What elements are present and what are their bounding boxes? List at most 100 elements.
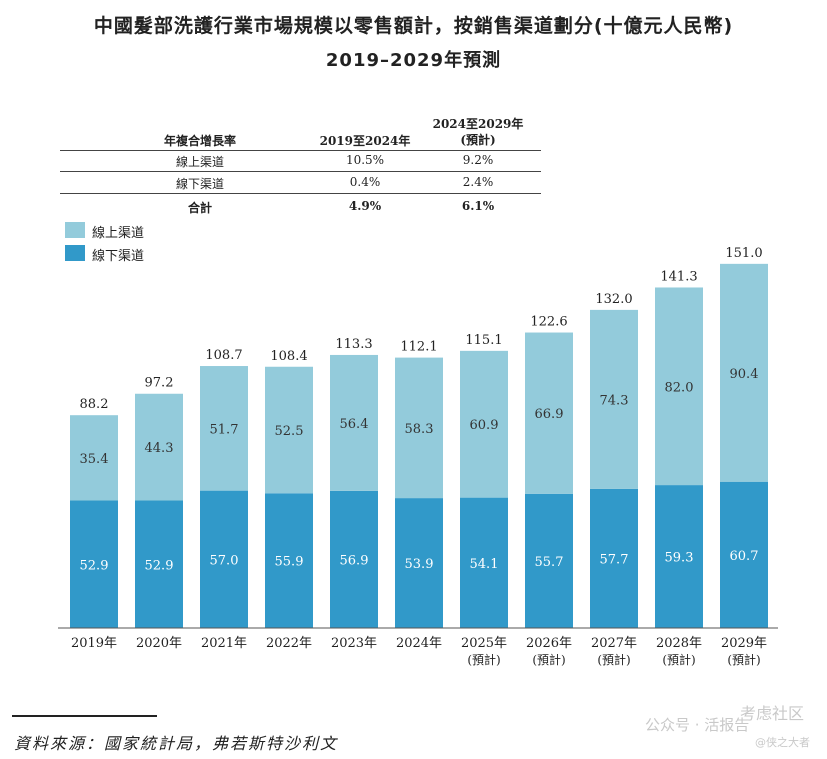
data-label-online: 90.4	[730, 367, 759, 382]
data-label-offline: 57.0	[210, 553, 239, 568]
x-tick-note: (預計)	[597, 652, 630, 667]
bar-offline	[70, 500, 118, 628]
bar-online	[135, 393, 183, 501]
watermark-site: 考虑社区	[740, 704, 805, 723]
x-tick-label: 2022年	[266, 636, 312, 651]
data-label-offline: 55.9	[275, 555, 304, 570]
data-label-total: 115.1	[465, 333, 502, 348]
x-tick-label: 2019年	[71, 636, 117, 651]
bar-online	[70, 415, 118, 501]
data-label-online: 74.3	[600, 393, 629, 408]
bar-online	[590, 309, 638, 489]
legend-label-offline: 線下渠道	[92, 249, 145, 264]
cagr-row-label: 線上渠道	[175, 155, 224, 169]
cagr-row-value: 2.4%	[462, 175, 494, 189]
data-label-online: 51.7	[210, 422, 239, 437]
data-label-offline: 54.1	[470, 557, 499, 572]
bar-online	[460, 350, 508, 498]
data-label-online: 60.9	[470, 418, 499, 433]
data-label-total: 97.2	[145, 376, 174, 391]
bar-offline	[265, 493, 313, 628]
bar-offline	[200, 490, 248, 628]
x-tick-label: 2026年	[526, 636, 572, 651]
legend-swatch-online	[65, 222, 85, 238]
x-tick-note: (預計)	[467, 652, 500, 667]
cagr-rule	[60, 150, 541, 151]
legend-swatch-offline	[65, 245, 85, 261]
data-label-online: 35.4	[80, 452, 109, 467]
cagr-rule	[60, 193, 541, 194]
bar-offline	[395, 498, 443, 628]
labels-group: 52.9 35.4 88.2 2019年 52.9 44.3 97.2 2020年 57.0 51…	[71, 246, 767, 667]
legend-label-online: 線上渠道	[92, 226, 145, 241]
data-label-total: 88.2	[80, 397, 109, 412]
cagr-col1-header: 2019至2024年	[319, 134, 411, 148]
cagr-row-value: 10.5%	[345, 153, 385, 167]
bar-offline	[720, 481, 768, 628]
cagr-rule	[60, 171, 541, 172]
bar-online	[655, 287, 703, 486]
bar-offline	[655, 485, 703, 628]
data-label-online: 82.0	[665, 380, 694, 395]
cagr-row-label: 線下渠道	[175, 177, 224, 191]
chart-subtitle: 2019–2029年預測	[325, 50, 502, 71]
data-label-offline: 56.9	[340, 553, 369, 568]
x-tick-note: (預計)	[727, 652, 760, 667]
x-tick-note: (預計)	[662, 652, 695, 667]
data-label-offline: 55.7	[535, 555, 564, 570]
cagr-total-value: 6.1%	[461, 199, 495, 213]
data-label-online: 56.4	[340, 417, 369, 432]
data-label-offline: 60.7	[730, 549, 759, 564]
data-label-offline: 53.9	[405, 557, 434, 572]
data-label-offline: 59.3	[665, 551, 694, 566]
bar-online	[720, 263, 768, 482]
bars-group	[70, 263, 768, 628]
bar-offline	[590, 488, 638, 628]
data-label-total: 122.6	[530, 315, 567, 330]
cagr-col2-header-note: (預計)	[460, 133, 496, 147]
bar-online	[525, 332, 573, 494]
cagr-total-label: 合計	[187, 201, 212, 215]
cagr-col2-header: 2024至2029年	[432, 117, 524, 131]
data-label-total: 108.4	[270, 349, 307, 364]
watermark-author: @侠之大者	[755, 736, 810, 749]
x-tick-label: 2029年	[721, 636, 767, 651]
bar-offline	[330, 490, 378, 628]
data-label-total: 132.0	[595, 292, 632, 307]
x-tick-note: (預計)	[532, 652, 565, 667]
bar-offline	[525, 493, 573, 628]
source-note: 資料來源：國家統計局，弗若斯特沙利文	[14, 734, 339, 753]
data-label-offline: 57.7	[600, 552, 629, 567]
bar-online	[330, 354, 378, 491]
source-rule	[12, 715, 157, 717]
data-label-offline: 52.9	[145, 558, 174, 573]
data-label-online: 66.9	[535, 407, 564, 422]
data-label-online: 58.3	[405, 422, 434, 437]
data-label-total: 113.3	[335, 337, 372, 352]
bar-online	[265, 366, 313, 494]
cagr-row-value: 0.4%	[349, 175, 381, 189]
watermark-wechat: 公众号 · 活报告	[645, 716, 750, 734]
bar-online	[200, 366, 248, 491]
data-label-online: 44.3	[145, 441, 174, 456]
x-tick-label: 2028年	[656, 636, 702, 651]
chart-title: 中國髮部洗護行業市場規模以零售額計，按銷售渠道劃分(十億元人民幣)	[93, 15, 734, 37]
x-tick-label: 2020年	[136, 636, 182, 651]
data-label-total: 112.1	[400, 340, 437, 355]
x-tick-label: 2023年	[331, 636, 377, 651]
x-tick-label: 2025年	[461, 636, 507, 651]
cagr-total-value: 4.9%	[348, 199, 382, 213]
data-label-total: 141.3	[660, 269, 697, 284]
bar-online	[395, 357, 443, 499]
data-label-total: 151.0	[725, 246, 762, 261]
cagr-header-label: 年複合增長率	[163, 134, 236, 148]
data-label-offline: 52.9	[80, 558, 109, 573]
bar-offline	[460, 497, 508, 628]
x-tick-label: 2024年	[396, 636, 442, 651]
data-label-online: 52.5	[275, 424, 304, 439]
x-tick-label: 2027年	[591, 636, 637, 651]
cagr-row-value: 9.2%	[462, 153, 494, 167]
x-tick-label: 2021年	[201, 636, 247, 651]
data-label-total: 108.7	[205, 348, 242, 363]
